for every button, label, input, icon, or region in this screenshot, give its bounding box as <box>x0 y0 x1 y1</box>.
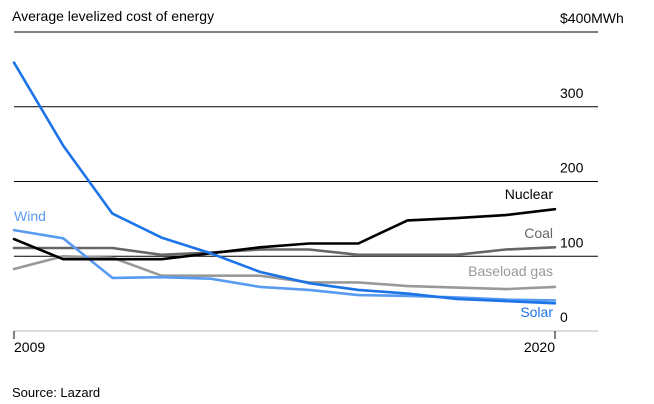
x-tick-label: 2009 <box>14 339 45 355</box>
series-line-nuclear <box>12 207 557 261</box>
y-tick-label: 100 <box>560 234 584 250</box>
series-line-wind <box>12 228 557 302</box>
x-tick-label: 2020 <box>524 339 555 355</box>
series-lines <box>12 61 557 305</box>
series-label-nuclear: Nuclear <box>505 186 554 202</box>
source-note: Source: Lazard <box>12 385 101 400</box>
series-label-baseload-gas: Baseload gas <box>468 263 553 279</box>
y-tick-label: $400MWh <box>560 10 624 26</box>
labels: 0 100 200 300 $400MWh 2009 2020 Nuclear Coal Base… <box>14 10 624 355</box>
series-label-wind: Wind <box>14 208 46 224</box>
x-axis <box>13 330 598 339</box>
series-line-coal <box>12 246 557 257</box>
grid-lines <box>14 31 598 257</box>
series-line-baseload-gas <box>12 254 557 291</box>
series-label-solar: Solar <box>520 304 553 320</box>
y-tick-label: 300 <box>560 85 584 101</box>
series-label-coal: Coal <box>524 225 553 241</box>
y-tick-label: 200 <box>560 160 584 176</box>
y-tick-label: 0 <box>560 309 568 325</box>
series-line-solar <box>12 61 557 305</box>
chart-title: Average levelized cost of energy <box>12 8 215 24</box>
